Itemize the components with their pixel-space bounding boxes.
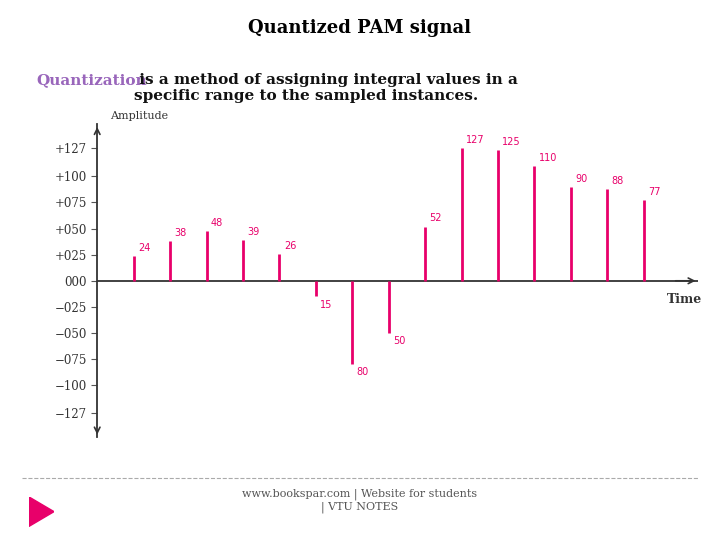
Text: 88: 88 — [612, 176, 624, 186]
Text: 125: 125 — [503, 137, 521, 147]
Polygon shape — [29, 497, 54, 526]
Text: 38: 38 — [174, 228, 186, 238]
Text: 24: 24 — [138, 242, 150, 253]
Text: 77: 77 — [648, 187, 661, 197]
Text: 80: 80 — [356, 367, 369, 377]
Text: 52: 52 — [430, 213, 442, 224]
Text: 48: 48 — [211, 218, 223, 227]
Text: Quantization: Quantization — [36, 73, 147, 87]
Text: 50: 50 — [393, 336, 405, 346]
Text: 127: 127 — [466, 135, 485, 145]
Text: is a method of assigning integral values in a
specific range to the sampled inst: is a method of assigning integral values… — [134, 73, 518, 103]
Text: 90: 90 — [575, 174, 588, 184]
Text: 39: 39 — [247, 227, 260, 237]
Text: Quantized PAM signal: Quantized PAM signal — [248, 19, 472, 37]
Text: 15: 15 — [320, 300, 333, 309]
Text: 110: 110 — [539, 153, 557, 163]
Text: Amplitude: Amplitude — [110, 111, 168, 121]
Text: Time: Time — [667, 293, 702, 306]
Text: www.bookspar.com | Website for students
| VTU NOTES: www.bookspar.com | Website for students … — [243, 489, 477, 514]
Text: 26: 26 — [284, 240, 296, 251]
